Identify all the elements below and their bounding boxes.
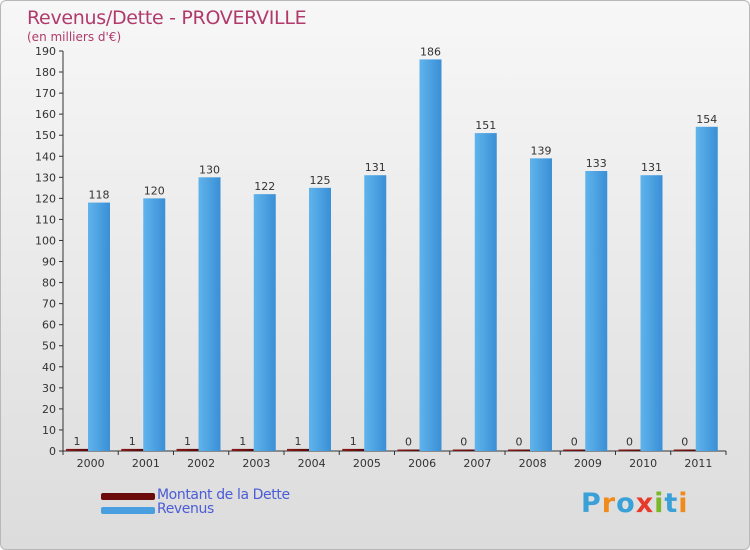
data-label-revenus: 154 <box>696 113 717 126</box>
legend-label-revenus: Revenus <box>157 501 214 517</box>
logo-letter: x <box>635 488 655 519</box>
data-label-dette: 1 <box>350 435 357 448</box>
logo-letter: i <box>654 488 665 519</box>
bar-dette <box>121 448 144 451</box>
bar-dette <box>66 448 88 451</box>
data-label-dette: 1 <box>74 435 81 448</box>
data-label-dette: 0 <box>516 436 523 449</box>
y-tick-label: 140 <box>35 150 56 163</box>
y-tick-label: 110 <box>35 213 56 226</box>
bar-dette <box>231 448 254 451</box>
bar-revenus <box>530 158 552 452</box>
data-label-revenus: 120 <box>144 184 165 197</box>
data-label-revenus: 139 <box>531 144 552 157</box>
y-tick-label: 0 <box>49 445 56 458</box>
y-tick-label: 190 <box>35 45 56 58</box>
chart-title: Revenus/Dette - PROVERVILLE <box>27 7 307 29</box>
bar-dette <box>563 449 586 451</box>
x-tick-label: 2002 <box>187 457 215 470</box>
y-tick-label: 180 <box>35 66 56 79</box>
y-tick-label: 50 <box>42 340 56 353</box>
bar-dette <box>508 449 530 451</box>
y-tick-label: 150 <box>35 129 56 142</box>
bar-revenus <box>474 133 497 451</box>
bar-dette <box>673 449 696 451</box>
data-label-revenus: 122 <box>254 180 275 193</box>
x-tick-label: 2007 <box>463 457 491 470</box>
y-tick-label: 170 <box>35 87 56 100</box>
data-label-dette: 0 <box>405 436 412 449</box>
bar-revenus <box>88 202 110 451</box>
proxiti-logo: Proxiti <box>581 488 689 519</box>
x-tick-label: 2010 <box>629 457 657 470</box>
data-label-dette: 1 <box>295 435 302 448</box>
y-tick-label: 160 <box>35 108 56 121</box>
x-tick-label: 2005 <box>353 457 381 470</box>
y-tick-label: 40 <box>42 361 56 374</box>
data-label-revenus: 131 <box>641 161 662 174</box>
x-tick-label: 2011 <box>684 457 712 470</box>
x-tick-label: 2009 <box>574 457 602 470</box>
logo-letter: r <box>601 488 617 519</box>
y-tick-label: 30 <box>42 382 56 395</box>
logo-letter: P <box>581 488 602 519</box>
plot-area: 0102030405060708090100110120130140150160… <box>35 45 727 470</box>
data-label-dette: 0 <box>626 436 633 449</box>
x-tick-label: 2008 <box>519 457 547 470</box>
data-label-dette: 1 <box>129 435 136 448</box>
bar-dette <box>452 449 475 451</box>
bar-revenus <box>419 59 442 451</box>
logo-letter: t <box>664 488 679 519</box>
legend-swatch-dette <box>101 493 155 500</box>
bar-revenus <box>309 187 331 451</box>
data-label-dette: 1 <box>239 435 246 448</box>
data-label-revenus: 151 <box>475 119 496 132</box>
x-tick-label: 2004 <box>298 457 326 470</box>
data-label-dette: 0 <box>460 436 467 449</box>
bar-dette <box>287 448 309 451</box>
data-label-revenus: 130 <box>199 163 220 176</box>
y-tick-label: 10 <box>42 424 56 437</box>
bar-dette <box>618 449 641 451</box>
data-label-revenus: 125 <box>310 174 331 187</box>
data-label-revenus: 133 <box>586 157 607 170</box>
bar-dette <box>397 449 420 451</box>
data-label-dette: 0 <box>681 436 688 449</box>
bar-revenus <box>364 175 387 452</box>
y-tick-label: 20 <box>42 403 56 416</box>
data-label-dette: 1 <box>184 435 191 448</box>
logo-letter: i <box>678 488 689 519</box>
bar-revenus <box>640 175 663 452</box>
x-tick-label: 2003 <box>242 457 270 470</box>
bar-revenus <box>198 177 221 451</box>
y-tick-label: 60 <box>42 319 56 332</box>
logo-letter: o <box>616 488 636 519</box>
data-label-revenus: 186 <box>420 45 441 58</box>
x-tick-label: 2006 <box>408 457 436 470</box>
y-tick-label: 100 <box>35 234 56 247</box>
bar-revenus <box>143 198 166 451</box>
y-tick-label: 90 <box>42 256 56 269</box>
y-tick-label: 70 <box>42 298 56 311</box>
legend-swatch-revenus <box>101 507 155 514</box>
chart-subtitle: (en milliers d'€) <box>27 30 122 44</box>
y-tick-label: 80 <box>42 277 56 290</box>
x-tick-label: 2001 <box>132 457 160 470</box>
bar-revenus <box>253 194 276 451</box>
x-tick-label: 2000 <box>77 457 105 470</box>
data-label-revenus: 118 <box>89 189 110 202</box>
bar-revenus <box>585 171 608 451</box>
y-tick-label: 120 <box>35 192 56 205</box>
bar-revenus <box>695 126 718 451</box>
bar-dette <box>342 448 365 451</box>
data-label-dette: 0 <box>571 436 578 449</box>
legend-label-dette: Montant de la Dette <box>157 487 290 503</box>
y-tick-label: 130 <box>35 171 56 184</box>
data-label-revenus: 131 <box>365 161 386 174</box>
bar-dette <box>176 448 199 451</box>
